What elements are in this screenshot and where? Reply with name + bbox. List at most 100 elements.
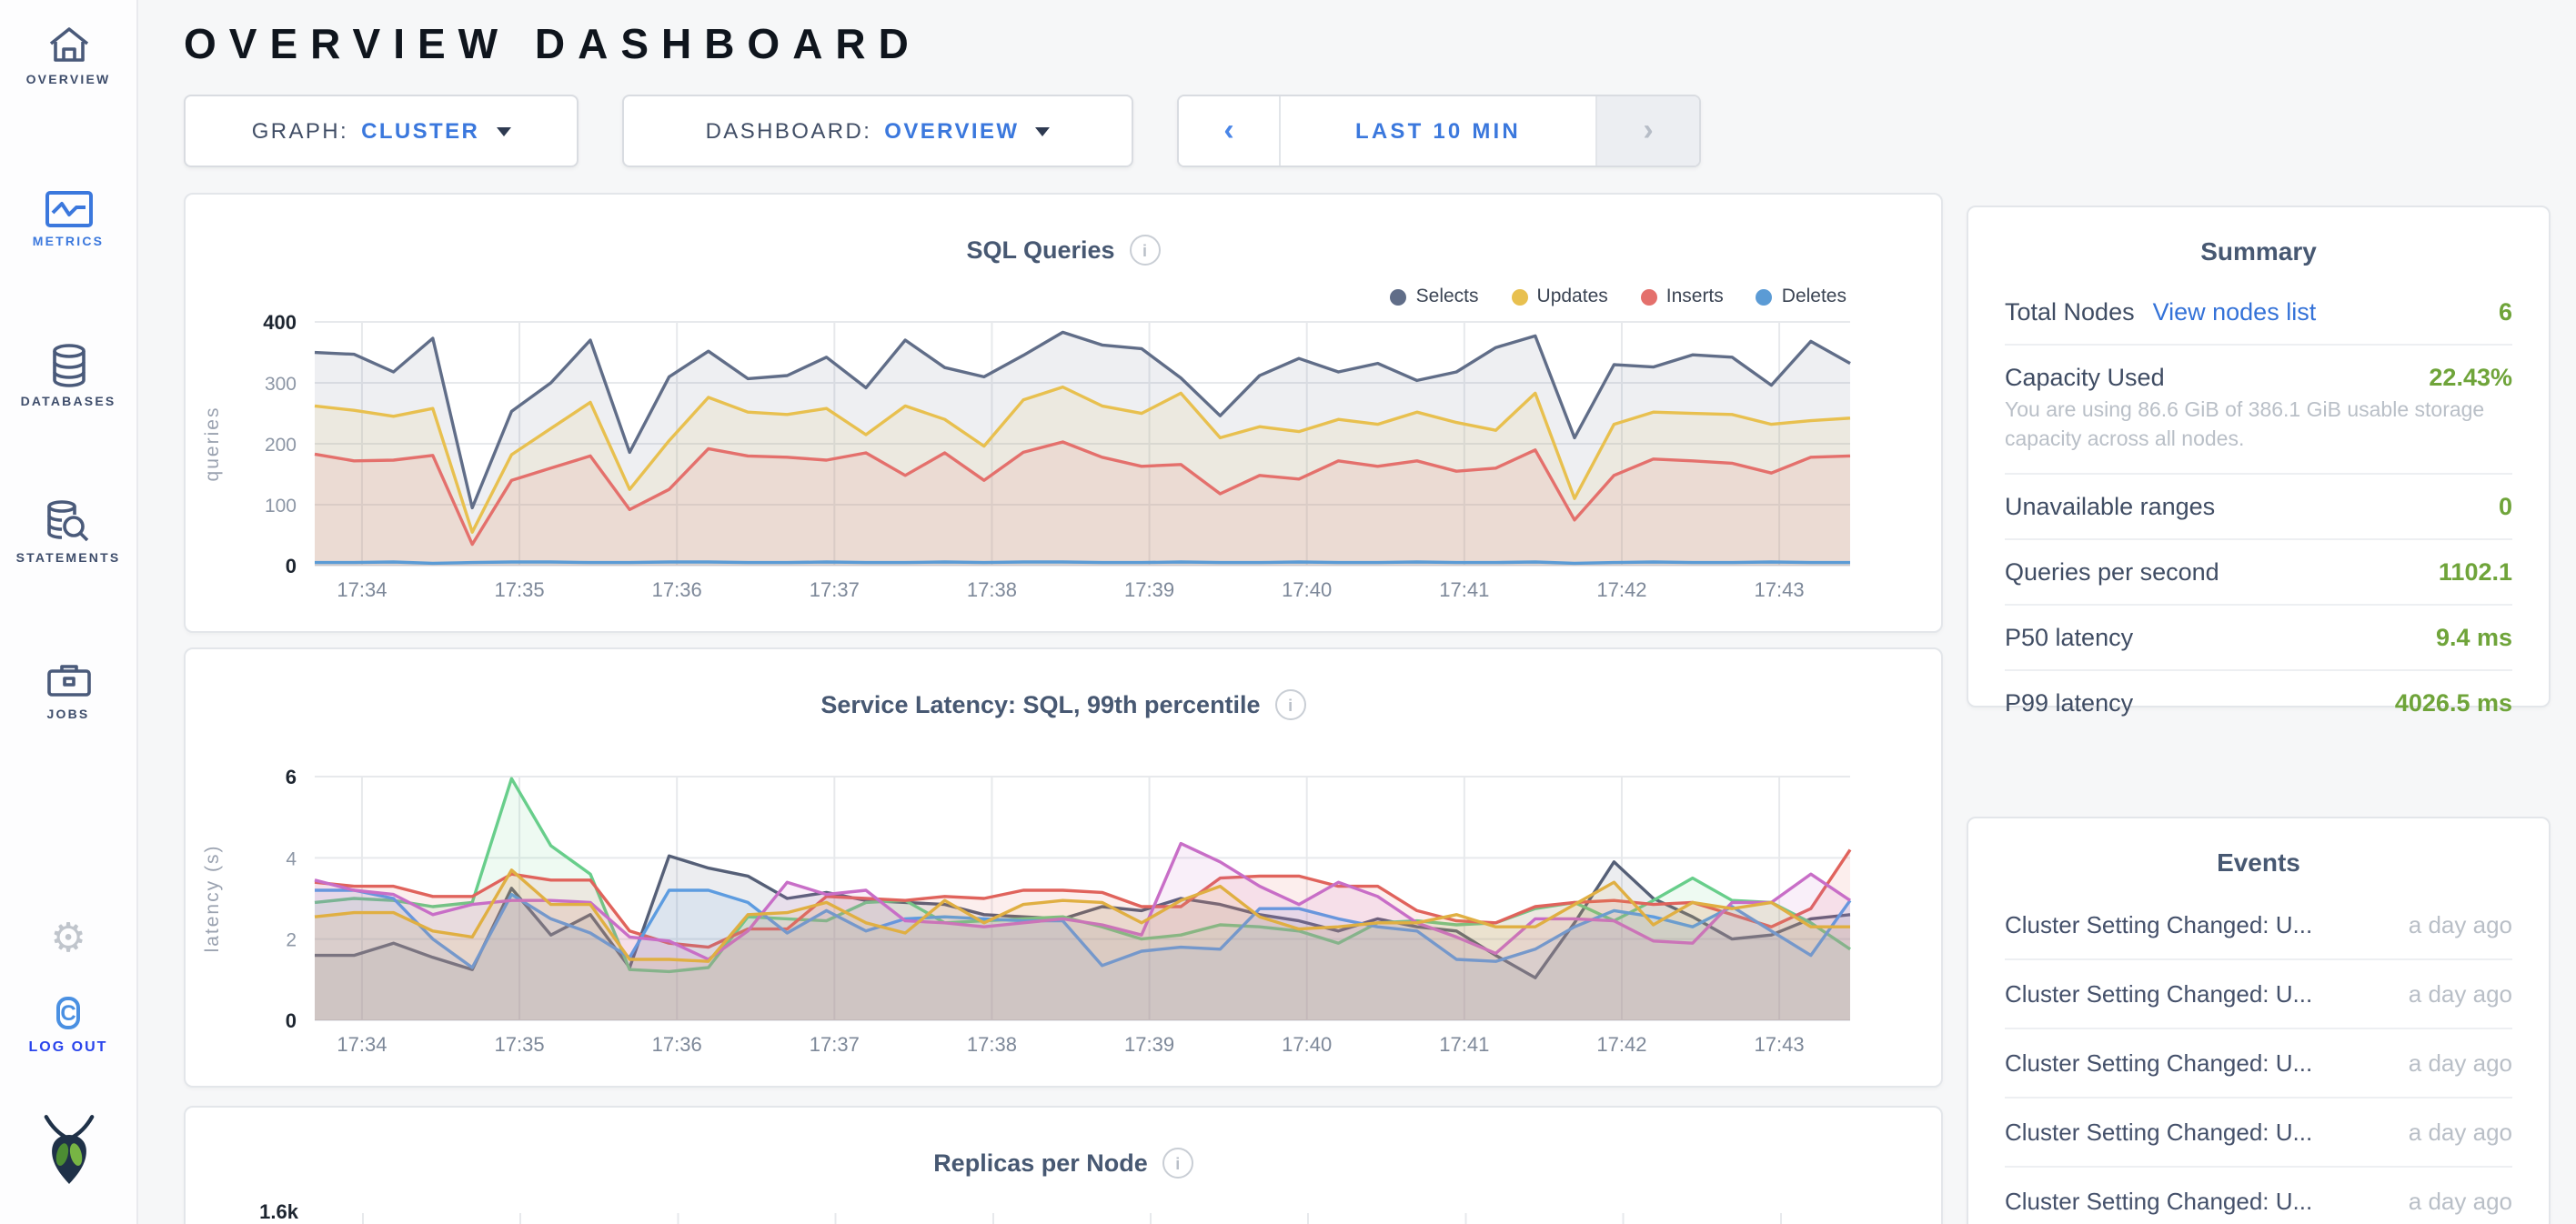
time-prev-button[interactable]: ‹: [1179, 96, 1281, 166]
info-icon[interactable]: i: [1129, 235, 1161, 266]
svg-text:17:35: 17:35: [495, 1033, 545, 1056]
event-text: Cluster Setting Changed: U...: [2005, 1188, 2313, 1215]
summary-value: 4026.5 ms: [2394, 689, 2512, 717]
svg-text:4: 4: [286, 848, 297, 869]
dashboard-dropdown[interactable]: DASHBOARD: OVERVIEW: [622, 95, 1133, 167]
legend-item[interactable]: Updates: [1511, 286, 1608, 307]
summary-row-p99: P99 latency 4026.5 ms: [2005, 671, 2512, 735]
svg-text:0: 0: [286, 555, 297, 577]
svg-text:17:39: 17:39: [1124, 1033, 1174, 1056]
logout-button[interactable]: C LOG OUT: [0, 995, 136, 1055]
panel-title: Events: [2217, 848, 2300, 877]
svg-text:17:37: 17:37: [810, 578, 860, 601]
svg-text:6: 6: [286, 766, 297, 788]
sidebar-item-label: STATEMENTS: [15, 553, 121, 566]
sidebar: OVERVIEW METRICS DATABASES: [0, 0, 138, 1224]
chart-title: SQL Queries: [966, 236, 1115, 264]
event-time: a day ago: [2408, 1119, 2512, 1146]
svg-text:17:43: 17:43: [1755, 578, 1805, 601]
cockroachdb-logo: [0, 1113, 136, 1189]
svg-text:17:36: 17:36: [652, 578, 702, 601]
svg-text:400: 400: [263, 311, 297, 334]
sidebar-item-jobs[interactable]: JOBS: [0, 658, 136, 722]
legend-dot-icon: [1756, 288, 1773, 305]
svg-text:17:40: 17:40: [1282, 1033, 1332, 1056]
event-time: a day ago: [2408, 911, 2512, 938]
summary-label: Capacity Used: [2005, 364, 2165, 391]
summary-value: 22.43%: [2429, 364, 2512, 391]
settings-button[interactable]: ⚙: [0, 919, 136, 960]
legend-label: Updates: [1536, 286, 1608, 307]
home-icon: [0, 24, 136, 67]
svg-text:300: 300: [265, 374, 297, 395]
page-title: OVERVIEW DASHBOARD: [184, 20, 921, 67]
chart-legend: Selects Updates Inserts Deletes: [1390, 286, 1846, 307]
summary-label: Queries per second: [2005, 558, 2219, 587]
svg-text:17:41: 17:41: [1439, 578, 1489, 601]
sidebar-item-label: METRICS: [32, 236, 105, 249]
svg-text:17:38: 17:38: [967, 1033, 1017, 1056]
summary-value: 6: [2498, 298, 2512, 326]
view-nodes-list-link[interactable]: View nodes list: [2152, 298, 2317, 326]
service-latency-card: 17:34 17:35 17:36 17:37 17:38 17:39 17:40 17:41…: [184, 647, 1943, 1088]
svg-text:0: 0: [286, 1009, 297, 1032]
legend-dot-icon: [1640, 288, 1657, 305]
summary-value: 1102.1: [2438, 558, 2512, 587]
capacity-note: You are using 86.6 GiB of 386.1 GiB usab…: [2005, 400, 2485, 452]
sql-queries-plot[interactable]: 17:34 17:35 17:36 17:37 17:38 17:39 17:40 17:41…: [186, 195, 1945, 635]
svg-text:17:42: 17:42: [1596, 578, 1646, 601]
panel-title: Summary: [2200, 236, 2317, 266]
events-list: Cluster Setting Changed: U... a day ago …: [2005, 891, 2512, 1224]
svg-text:17:34: 17:34: [337, 578, 387, 601]
legend-label: Deletes: [1781, 286, 1846, 307]
summary-row-unavailable-ranges: Unavailable ranges 0: [2005, 475, 2512, 541]
legend-dot-icon: [1390, 288, 1407, 305]
y-axis-tick: 1.6k: [259, 1202, 298, 1224]
summary-label: Unavailable ranges: [2005, 493, 2216, 521]
statements-icon: [0, 498, 136, 546]
event-text: Cluster Setting Changed: U...: [2005, 980, 2313, 1008]
chart-title: Replicas per Node: [933, 1149, 1148, 1177]
summary-row-qps: Queries per second 1102.1: [2005, 540, 2512, 607]
summary-label: P50 latency: [2005, 624, 2134, 652]
cockroach-logo-icon: [43, 1115, 94, 1184]
time-range-control: ‹ LAST 10 MIN ›: [1177, 95, 1701, 167]
sidebar-item-databases[interactable]: DATABASES: [0, 342, 136, 409]
svg-text:17:38: 17:38: [967, 578, 1017, 601]
events-panel: Events Cluster Setting Changed: U... a d…: [1967, 817, 2551, 1224]
database-icon: [0, 342, 136, 389]
sidebar-item-label: JOBS: [46, 709, 90, 722]
replicas-plot[interactable]: [315, 1213, 1846, 1224]
legend-item[interactable]: Deletes: [1756, 286, 1846, 307]
info-icon[interactable]: i: [1162, 1148, 1193, 1179]
info-icon[interactable]: i: [1274, 689, 1306, 720]
event-row: Cluster Setting Changed: U... a day ago: [2005, 1168, 2512, 1224]
svg-text:200: 200: [265, 435, 297, 456]
summary-panel: Summary Total Nodes View nodes list 6 Ca…: [1967, 206, 2551, 717]
svg-text:17:41: 17:41: [1439, 1033, 1489, 1056]
sidebar-item-statements[interactable]: STATEMENTS: [0, 498, 136, 566]
svg-text:100: 100: [265, 496, 297, 517]
sidebar-item-metrics[interactable]: METRICS: [0, 189, 136, 249]
logout-label: LOG OUT: [28, 1038, 108, 1055]
dashboard-dropdown-value: OVERVIEW: [884, 118, 1020, 144]
svg-text:17:43: 17:43: [1755, 1033, 1805, 1056]
time-range-button[interactable]: LAST 10 MIN: [1281, 96, 1595, 166]
event-row: Cluster Setting Changed: U... a day ago: [2005, 891, 2512, 960]
dashboard-dropdown-label: DASHBOARD:: [705, 118, 872, 144]
svg-text:2: 2: [286, 930, 297, 951]
graph-dropdown[interactable]: GRAPH: CLUSTER: [184, 95, 579, 167]
time-next-button[interactable]: ›: [1595, 96, 1699, 166]
legend-label: Selects: [1415, 286, 1479, 307]
graph-dropdown-label: GRAPH:: [251, 118, 349, 144]
summary-label: Total Nodes: [2005, 298, 2135, 326]
legend-dot-icon: [1511, 288, 1528, 305]
legend-item[interactable]: Inserts: [1640, 286, 1724, 307]
service-latency-plot[interactable]: 17:34 17:35 17:36 17:37 17:38 17:39 17:40 17:41…: [186, 649, 1945, 1089]
svg-text:17:36: 17:36: [652, 1033, 702, 1056]
sql-queries-card: 17:34 17:35 17:36 17:37 17:38 17:39 17:40 17:41…: [184, 193, 1943, 633]
legend-label: Inserts: [1665, 286, 1724, 307]
sidebar-item-overview[interactable]: OVERVIEW: [0, 24, 136, 87]
legend-item[interactable]: Selects: [1390, 286, 1479, 307]
summary-row-total-nodes: Total Nodes View nodes list 6: [2005, 280, 2512, 346]
